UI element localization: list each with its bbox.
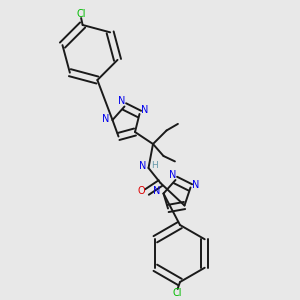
Text: Cl: Cl: [76, 9, 86, 19]
Text: Cl: Cl: [173, 288, 182, 298]
Text: N: N: [118, 96, 125, 106]
Text: H: H: [151, 161, 158, 170]
Text: N: N: [141, 105, 148, 116]
Text: N: N: [102, 114, 110, 124]
Text: N: N: [169, 169, 177, 180]
Text: N: N: [192, 179, 200, 190]
Text: O: O: [138, 186, 146, 196]
Text: N: N: [140, 161, 147, 171]
Text: N: N: [153, 186, 161, 196]
